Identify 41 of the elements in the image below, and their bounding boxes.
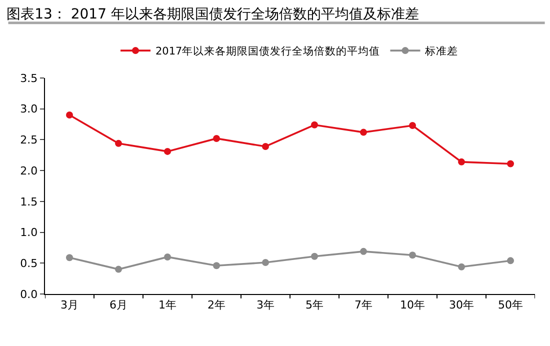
y-tick-label: 1.0 [20, 226, 38, 240]
point [115, 140, 122, 147]
x-tick-label: 50年 [498, 298, 523, 312]
legend-label: 2017年以来各期限国债发行全场倍数的平均值 [156, 44, 380, 58]
point [164, 253, 171, 260]
point [311, 252, 318, 260]
y-tick-label: 2.0 [20, 164, 38, 178]
point [409, 252, 416, 259]
x-tick-label: 3年 [256, 298, 274, 312]
point [311, 121, 318, 128]
point [507, 257, 514, 264]
point [66, 112, 73, 119]
x-tick-label: 1年 [158, 298, 176, 312]
y-tick-label: 2.5 [20, 134, 38, 147]
y-tick-label: 0.0 [20, 288, 38, 301]
chart-title: 图表13： 2017 年以来各期限国债发行全场倍数的平均值及标准差 [6, 6, 419, 22]
point [360, 128, 367, 136]
point [262, 259, 269, 266]
point [262, 143, 269, 150]
y-tick-label: 1.5 [20, 195, 38, 208]
point [115, 266, 122, 273]
legend-label: 标准差 [424, 44, 458, 58]
point [164, 148, 171, 155]
point [507, 160, 514, 168]
point [360, 248, 367, 255]
x-tick-label: 30年 [449, 298, 474, 312]
x-tick-label: 3月 [60, 298, 78, 312]
point [66, 254, 73, 262]
point [409, 122, 416, 130]
point [213, 134, 220, 142]
point [458, 158, 465, 166]
x-tick-label: 2年 [208, 298, 226, 312]
x-tick-label: 10年 [400, 298, 425, 312]
y-tick-label: 0.5 [20, 256, 38, 270]
x-tick-label: 7年 [354, 298, 372, 312]
y-tick-label: 3.5 [20, 72, 38, 85]
y-tick-label: 3.0 [20, 102, 38, 116]
point [213, 262, 220, 270]
x-tick-label: 5年 [306, 298, 324, 312]
point [458, 263, 465, 270]
x-tick-label: 6月 [110, 298, 128, 312]
